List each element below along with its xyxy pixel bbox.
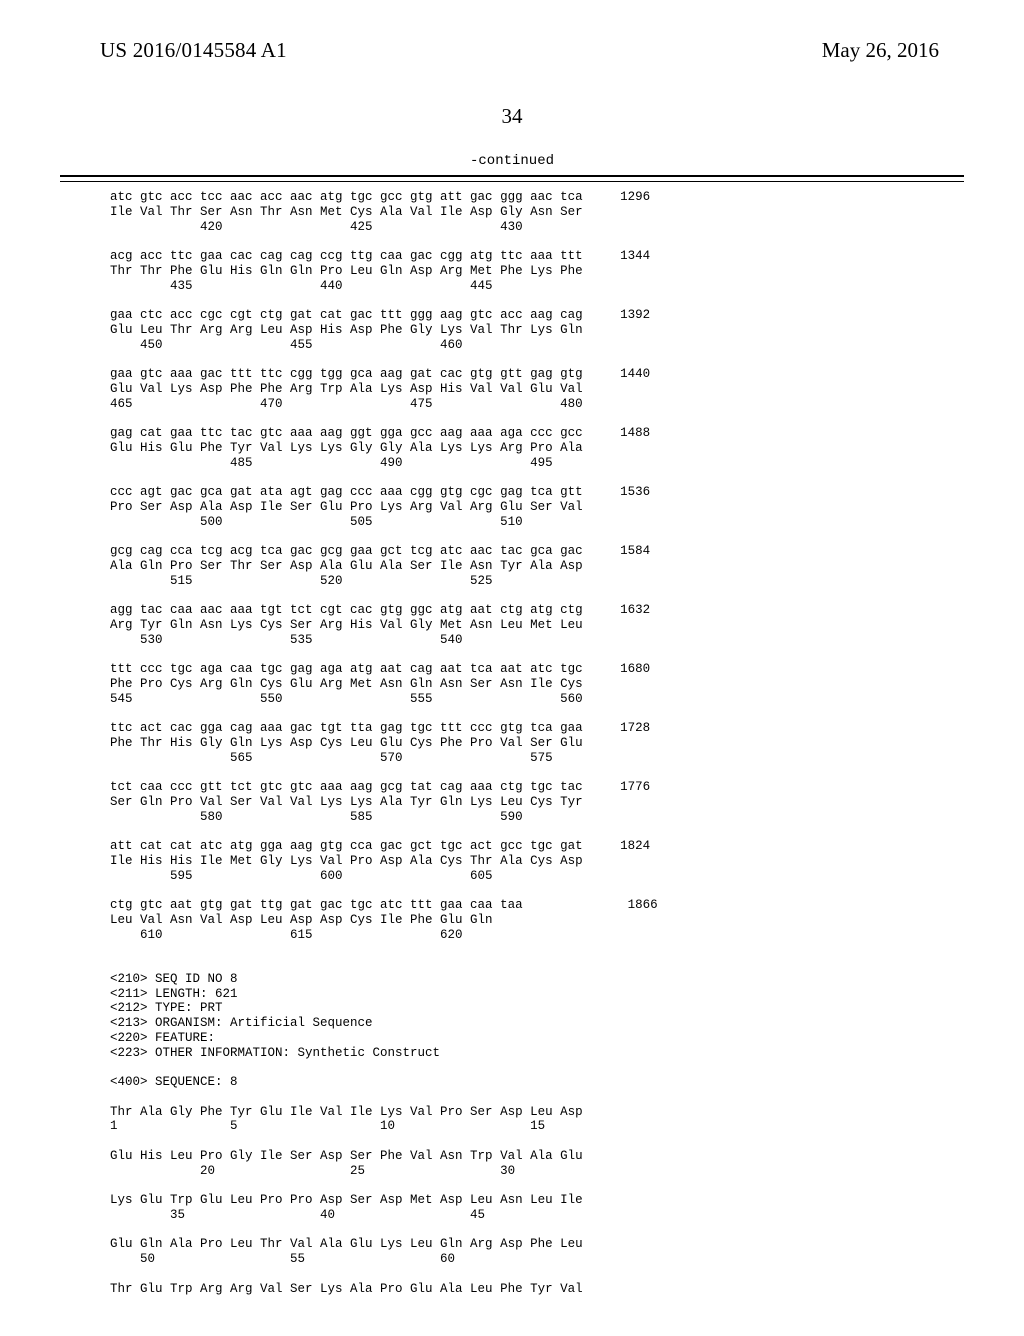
sequence-listing: atc gtc acc tcc aac acc aac atg tgc gcc … — [110, 190, 964, 1296]
rule-top-thin — [60, 181, 964, 182]
publication-date: May 26, 2016 — [822, 38, 939, 63]
page: US 2016/0145584 A1 May 26, 2016 34 -cont… — [0, 0, 1024, 1336]
rule-top-thick — [60, 175, 964, 177]
page-number: 34 — [60, 104, 964, 129]
publication-number: US 2016/0145584 A1 — [100, 38, 287, 63]
continued-label: -continued — [60, 153, 964, 169]
